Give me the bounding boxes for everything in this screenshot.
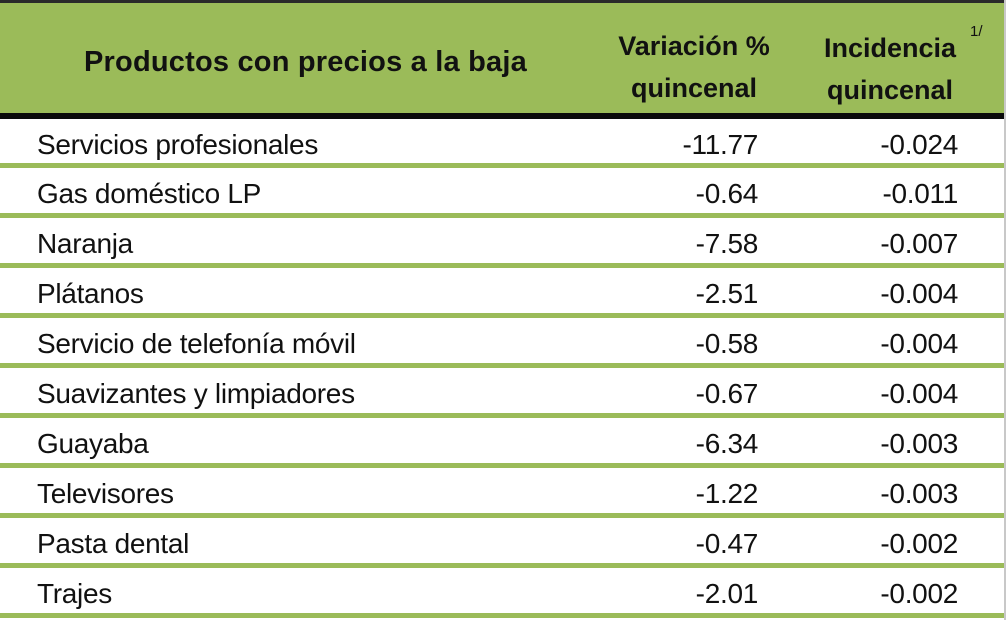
product-name: Guayaba [37, 428, 149, 459]
incidence-value: -0.004 [880, 328, 958, 359]
header-variation: Variación % quincenal [604, 25, 784, 109]
table-row: Naranja -7.58 -0.007 [0, 218, 1004, 268]
variation-value: -2.01 [695, 578, 759, 609]
incidence-value: -0.007 [880, 228, 958, 259]
top-rule [0, 0, 1004, 3]
variation-value: -1.22 [695, 478, 759, 509]
table-row: Guayaba -6.34 -0.003 [0, 418, 1004, 468]
product-name: Gas doméstico LP [37, 178, 261, 209]
header-incidence: Incidencia quincenal [806, 27, 974, 111]
incidence-value: -0.004 [880, 378, 958, 409]
table-header: Productos con precios a la baja Variació… [0, 3, 1004, 113]
incidence-value: -0.024 [880, 129, 958, 160]
variation-value: -0.58 [695, 328, 759, 359]
product-name: Naranja [37, 228, 133, 259]
table-row: Trajes -2.01 -0.002 [0, 568, 1004, 618]
product-name: Pasta dental [37, 528, 190, 559]
product-name: Servicios profesionales [37, 129, 319, 160]
variation-value: -2.51 [695, 278, 759, 309]
variation-value: -11.77 [682, 129, 758, 160]
header-incidence-footnote: 1/ [970, 23, 983, 40]
variation-value: -0.67 [695, 378, 759, 409]
table-row: Servicios profesionales -11.77 -0.024 [0, 119, 1004, 168]
incidence-value: -0.004 [880, 278, 958, 309]
incidence-value: -0.011 [882, 178, 958, 209]
variation-value: -0.64 [695, 178, 759, 209]
incidence-value: -0.002 [880, 528, 958, 559]
header-product: Productos con precios a la baja [84, 46, 527, 78]
variation-value: -7.58 [695, 228, 759, 259]
product-name: Suavizantes y limpiadores [37, 378, 355, 409]
incidence-value: -0.003 [880, 478, 958, 509]
incidence-value: -0.002 [880, 578, 958, 609]
table-row: Pasta dental -0.47 -0.002 [0, 518, 1004, 568]
table-row: Gas doméstico LP -0.64 -0.011 [0, 168, 1004, 218]
header-rule [0, 113, 1004, 119]
header-variation-line1: Variación % [618, 31, 770, 61]
variation-value: -6.34 [695, 428, 759, 459]
variation-value: -0.47 [695, 528, 759, 559]
header-variation-line2: quincenal [630, 73, 758, 103]
product-name: Plátanos [37, 278, 144, 309]
table-row: Plátanos -2.51 -0.004 [0, 268, 1004, 318]
product-name: Trajes [37, 578, 112, 609]
table-row: Suavizantes y limpiadores -0.67 -0.004 [0, 368, 1004, 418]
header-incidence-line1: Incidencia [823, 33, 957, 63]
header-incidence-line2: quincenal [826, 75, 954, 105]
table-row: Servicio de telefonía móvil -0.58 -0.004 [0, 318, 1004, 368]
table-body: Servicios profesionales -11.77 -0.024 Ga… [0, 119, 1004, 618]
product-name: Televisores [37, 478, 174, 509]
product-name: Servicio de telefonía móvil [37, 328, 356, 359]
incidence-value: -0.003 [880, 428, 958, 459]
table-row: Televisores -1.22 -0.003 [0, 468, 1004, 518]
